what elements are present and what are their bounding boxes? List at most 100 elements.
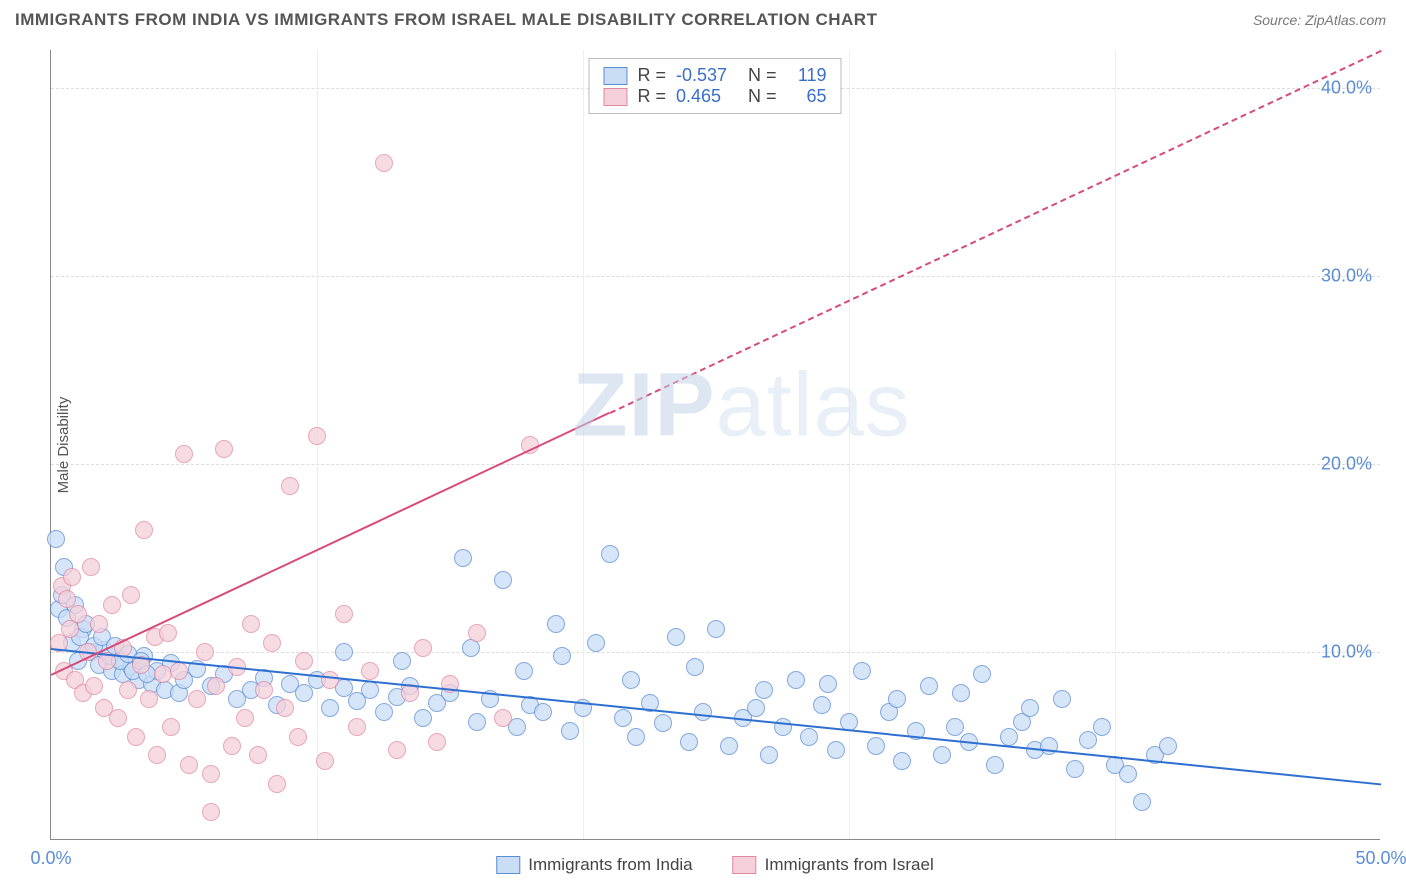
data-point [289, 728, 307, 746]
data-point [249, 746, 267, 764]
data-point [268, 775, 286, 793]
chart-area: 10.0%20.0%30.0%40.0%0.0%50.0% Male Disab… [50, 50, 1380, 840]
legend-swatch [496, 856, 520, 874]
data-point [774, 718, 792, 736]
legend-r-label: R = [637, 65, 666, 86]
data-point [454, 549, 472, 567]
data-point [601, 545, 619, 563]
data-point [162, 718, 180, 736]
data-point [1000, 728, 1018, 746]
data-point [223, 737, 241, 755]
data-point [348, 718, 366, 736]
data-point [534, 703, 552, 721]
data-point [335, 643, 353, 661]
data-point [308, 427, 326, 445]
data-point [755, 681, 773, 699]
data-point [335, 605, 353, 623]
data-point [468, 713, 486, 731]
data-point [1021, 699, 1039, 717]
data-point [140, 690, 158, 708]
data-point [90, 615, 108, 633]
legend-r-value: 0.465 [676, 86, 738, 107]
plot-region: 10.0%20.0%30.0%40.0%0.0%50.0% [50, 50, 1380, 840]
data-point [170, 662, 188, 680]
source-label: Source: ZipAtlas.com [1253, 12, 1386, 28]
data-point [127, 728, 145, 746]
data-point [494, 709, 512, 727]
data-point [295, 652, 313, 670]
gridline-h [51, 652, 1380, 653]
data-point [800, 728, 818, 746]
data-point [414, 639, 432, 657]
data-point [686, 658, 704, 676]
data-point [316, 752, 334, 770]
data-point [119, 681, 137, 699]
data-point [747, 699, 765, 717]
data-point [813, 696, 831, 714]
data-point [680, 733, 698, 751]
y-tick-label: 40.0% [1321, 77, 1372, 98]
trend-line [51, 412, 610, 676]
data-point [553, 647, 571, 665]
legend-swatch [603, 88, 627, 106]
data-point [276, 699, 294, 717]
y-tick-label: 20.0% [1321, 453, 1372, 474]
data-point [215, 440, 233, 458]
data-point [196, 643, 214, 661]
gridline-v [1115, 50, 1116, 839]
series-legend-item: Immigrants from India [496, 855, 692, 875]
data-point [69, 605, 87, 623]
legend-r-label: R = [637, 86, 666, 107]
data-point [920, 677, 938, 695]
data-point [148, 746, 166, 764]
data-point [103, 596, 121, 614]
data-point [952, 684, 970, 702]
data-point [281, 477, 299, 495]
data-point [760, 746, 778, 764]
data-point [707, 620, 725, 638]
data-point [720, 737, 738, 755]
data-point [1119, 765, 1137, 783]
series-legend-label: Immigrants from Israel [765, 855, 934, 875]
data-point [694, 703, 712, 721]
data-point [867, 737, 885, 755]
data-point [973, 665, 991, 683]
data-point [207, 677, 225, 695]
legend-n-label: N = [748, 86, 777, 107]
data-point [614, 709, 632, 727]
data-point [109, 709, 127, 727]
data-point [627, 728, 645, 746]
data-point [236, 709, 254, 727]
data-point [827, 741, 845, 759]
data-point [58, 590, 76, 608]
series-legend: Immigrants from India Immigrants from Isr… [496, 855, 933, 875]
data-point [667, 628, 685, 646]
data-point [393, 652, 411, 670]
data-point [188, 690, 206, 708]
y-tick-label: 30.0% [1321, 265, 1372, 286]
data-point [819, 675, 837, 693]
data-point [122, 586, 140, 604]
legend-r-value: -0.537 [676, 65, 738, 86]
data-point [321, 671, 339, 689]
gridline-h [51, 276, 1380, 277]
data-point [494, 571, 512, 589]
data-point [202, 765, 220, 783]
gridline-v [583, 50, 584, 839]
x-tick-label: 0.0% [30, 848, 71, 869]
data-point [361, 662, 379, 680]
data-point [414, 709, 432, 727]
data-point [255, 681, 273, 699]
gridline-h [51, 464, 1380, 465]
legend-n-label: N = [748, 65, 777, 86]
legend-n-value: 119 [787, 65, 827, 86]
data-point [547, 615, 565, 633]
data-point [1053, 690, 1071, 708]
y-tick-label: 10.0% [1321, 641, 1372, 662]
data-point [135, 521, 153, 539]
data-point [893, 752, 911, 770]
data-point [428, 733, 446, 751]
data-point [375, 154, 393, 172]
data-point [946, 718, 964, 736]
data-point [242, 615, 260, 633]
